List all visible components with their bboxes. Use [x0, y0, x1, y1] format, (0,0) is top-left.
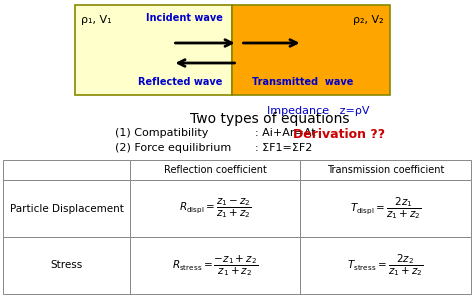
Bar	[3, 180, 130, 237]
Bar	[300, 237, 471, 294]
Bar	[300, 160, 471, 180]
Bar	[130, 160, 300, 180]
Text: ρ₂, V₂: ρ₂, V₂	[354, 15, 384, 25]
Text: Particle Displacement: Particle Displacement	[9, 203, 123, 214]
Bar	[300, 180, 471, 237]
Text: $R_{\mathregular{stress}} = \dfrac{-z_1 + z_2}{z_1 + z_2}$: $R_{\mathregular{stress}} = \dfrac{-z_1 …	[172, 253, 258, 278]
Text: ρ₁, V₁: ρ₁, V₁	[81, 15, 111, 25]
Text: Derivation ??: Derivation ??	[293, 128, 385, 141]
Text: Incident wave: Incident wave	[146, 13, 222, 23]
Text: Transmission coefficient: Transmission coefficient	[327, 165, 444, 175]
Text: : Ai+Ar=At: : Ai+Ar=At	[255, 128, 316, 138]
Text: (2) Force equilibrium: (2) Force equilibrium	[115, 143, 231, 153]
Text: Stress: Stress	[50, 260, 82, 271]
Text: $T_{\mathregular{displ}} = \dfrac{2z_1}{z_1 + z_2}$: $T_{\mathregular{displ}} = \dfrac{2z_1}{…	[349, 195, 421, 222]
Text: Reflected wave: Reflected wave	[138, 77, 222, 87]
Text: Transmitted  wave: Transmitted wave	[253, 77, 354, 87]
Text: Reflection coefficient: Reflection coefficient	[164, 165, 266, 175]
Bar	[130, 180, 300, 237]
Text: $T_{\mathregular{stress}} = \dfrac{2z_2}{z_1 + z_2}$: $T_{\mathregular{stress}} = \dfrac{2z_2}…	[347, 252, 424, 278]
Bar	[233, 5, 390, 95]
Text: (1) Compatibility: (1) Compatibility	[115, 128, 209, 138]
Text: Two types of equations: Two types of equations	[190, 112, 349, 126]
Text: : ΣF1=ΣF2: : ΣF1=ΣF2	[255, 143, 312, 153]
Bar	[75, 5, 233, 95]
Bar	[130, 237, 300, 294]
Bar	[3, 237, 130, 294]
Text: Impedance   z=ρV: Impedance z=ρV	[267, 106, 370, 116]
Bar	[3, 160, 130, 180]
Text: $R_{\mathregular{displ}} = \dfrac{z_1 - z_2}{z_1 + z_2}$: $R_{\mathregular{displ}} = \dfrac{z_1 - …	[179, 197, 251, 220]
